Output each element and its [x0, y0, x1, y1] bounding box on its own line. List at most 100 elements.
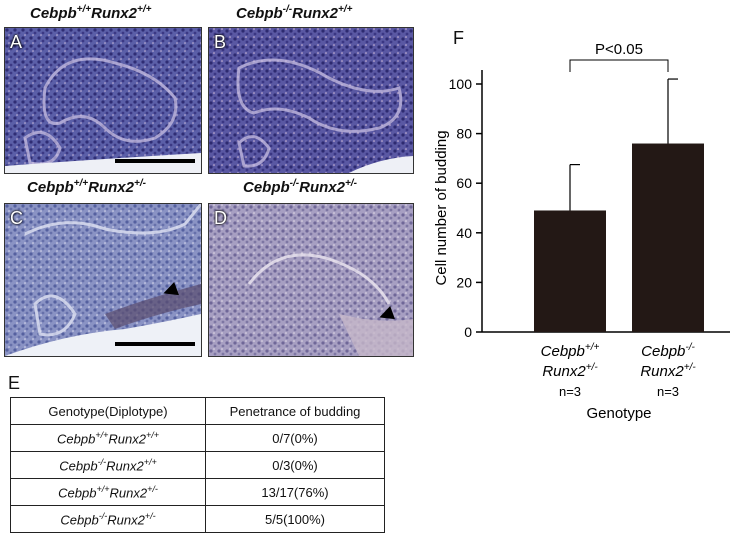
panel-letter: B — [214, 32, 227, 52]
bars — [534, 143, 704, 332]
histology-image-b: B — [208, 27, 414, 174]
allele-superscript: +/+ — [76, 4, 92, 15]
genotype-cell: Cebpb+/+Runx2+/+ — [10, 424, 206, 452]
allele-superscript: +/+ — [96, 483, 110, 494]
y-axis-label: Cell number of budding — [433, 130, 450, 285]
allele-superscript: -/- — [685, 342, 695, 353]
panel-letter-f: F — [453, 28, 464, 48]
allele-superscript: -/- — [98, 510, 108, 521]
penetrance-cell: 13/17(76%) — [205, 478, 385, 506]
scale-bar — [115, 159, 195, 163]
gene-name: Runx2 — [299, 179, 345, 196]
gene-name: Cebpb — [57, 431, 96, 447]
gene-name: Cebpb — [59, 458, 98, 474]
y-ticks: 0 20 40 60 80 100 — [449, 76, 482, 340]
gene-name: Runx2 — [542, 363, 586, 380]
panel-d-genotype-label: Cebpb-/-Runx2+/- — [243, 178, 357, 196]
y-tick-label: 20 — [456, 274, 472, 290]
bar — [632, 143, 704, 332]
gene-name: Cebpb — [243, 179, 290, 196]
genotype-cell: Cebpb-/-Runx2+/- — [10, 505, 206, 533]
tissue-micrograph-b — [209, 28, 413, 173]
error-bars — [569, 78, 678, 211]
y-tick-label: 80 — [456, 126, 472, 142]
gene-name: Cebpb — [58, 485, 97, 501]
category-line2: Runx2+/- — [542, 362, 598, 380]
allele-superscript: +/- — [344, 178, 357, 189]
significance-bracket: P<0.05 — [569, 41, 669, 72]
gene-name: Runx2 — [292, 5, 338, 22]
gene-name: Runx2 — [109, 485, 148, 501]
allele-superscript: +/+ — [95, 429, 109, 440]
y-tick-label: 100 — [449, 76, 473, 92]
panel-c-genotype-label: Cebpb+/+Runx2+/- — [27, 178, 146, 196]
sample-size-label: n=3 — [657, 384, 679, 399]
tissue-micrograph-c — [5, 204, 201, 356]
gene-name: Runx2 — [107, 512, 145, 528]
significance-label: P<0.05 — [595, 41, 643, 58]
allele-superscript: -/- — [97, 456, 107, 467]
allele-superscript: +/+ — [337, 4, 353, 15]
gene-name: Runx2 — [106, 458, 144, 474]
scale-bar — [115, 342, 195, 346]
gene-name: Cebpb — [60, 512, 99, 528]
table-header: Penetrance of budding — [205, 397, 385, 425]
bar — [534, 210, 606, 332]
histology-image-d: D — [208, 203, 414, 357]
table-row: Cebpb-/-Runx2+/- 5/5(100%) — [10, 505, 385, 533]
allele-superscript: +/- — [133, 178, 146, 189]
category-line1: Cebpb+/+ — [541, 342, 600, 360]
budding-bar-chart: 0 20 40 60 80 100 P<0.05 Cell number of buddi… — [430, 40, 750, 440]
histology-image-c: C — [4, 203, 202, 357]
panel-b-genotype-label: Cebpb-/-Runx2+/+ — [236, 4, 352, 22]
gene-name: Runx2 — [108, 431, 146, 447]
penetrance-table: Genotype(Diplotype) Penetrance of buddin… — [10, 397, 385, 533]
x-axis-label: Genotype — [586, 405, 651, 422]
allele-superscript: +/- — [147, 483, 158, 494]
histology-image-a: A — [4, 27, 202, 174]
tissue-micrograph-a — [5, 28, 201, 173]
allele-superscript: -/- — [289, 178, 300, 189]
gene-name: Cebpb — [27, 179, 74, 196]
penetrance-cell: 0/7(0%) — [205, 424, 385, 452]
table-row: Cebpb-/-Runx2+/+ 0/3(0%) — [10, 451, 385, 479]
gene-name: Runx2 — [91, 5, 137, 22]
allele-superscript: +/+ — [585, 342, 600, 353]
significance-line — [569, 59, 669, 72]
allele-superscript: +/+ — [143, 456, 157, 467]
penetrance-cell: 5/5(100%) — [205, 505, 385, 533]
gene-name: Cebpb — [641, 343, 685, 360]
y-tick-label: 0 — [464, 324, 472, 340]
table-header: Genotype(Diplotype) — [10, 397, 206, 425]
category-line1: Cebpb-/- — [641, 342, 695, 360]
gene-name: Cebpb — [236, 5, 283, 22]
table-row: Cebpb+/+Runx2+/- 13/17(76%) — [10, 478, 385, 506]
panel-letter: D — [214, 208, 227, 228]
tissue-micrograph-d — [209, 204, 413, 356]
y-tick-label: 60 — [456, 175, 472, 191]
panel-a-genotype-label: Cebpb+/+Runx2+/+ — [30, 4, 151, 22]
panel-letter: C — [10, 208, 23, 228]
allele-superscript: +/+ — [145, 429, 159, 440]
penetrance-cell: 0/3(0%) — [205, 451, 385, 479]
panel-letter-e: E — [8, 373, 21, 393]
allele-superscript: +/+ — [136, 4, 152, 15]
allele-superscript: +/- — [586, 362, 599, 373]
gene-name: Runx2 — [640, 363, 684, 380]
genotype-cell: Cebpb-/-Runx2+/+ — [10, 451, 206, 479]
gene-name: Runx2 — [88, 179, 134, 196]
allele-superscript: +/- — [144, 510, 156, 521]
genotype-cell: Cebpb+/+Runx2+/- — [10, 478, 206, 506]
gene-name: Cebpb — [541, 343, 585, 360]
category-line2: Runx2+/- — [640, 362, 696, 380]
allele-superscript: +/+ — [73, 178, 89, 189]
sample-size-label: n=3 — [559, 384, 581, 399]
y-tick-label: 40 — [456, 225, 472, 241]
table-header-row: Genotype(Diplotype) Penetrance of buddin… — [10, 397, 385, 425]
panel-letter: A — [10, 32, 23, 52]
bar-chart-svg: 0 20 40 60 80 100 P<0.05 Cell number of buddi… — [433, 41, 730, 422]
allele-superscript: -/- — [282, 4, 293, 15]
table-row: Cebpb+/+Runx2+/+ 0/7(0%) — [10, 424, 385, 452]
allele-superscript: +/- — [684, 362, 697, 373]
